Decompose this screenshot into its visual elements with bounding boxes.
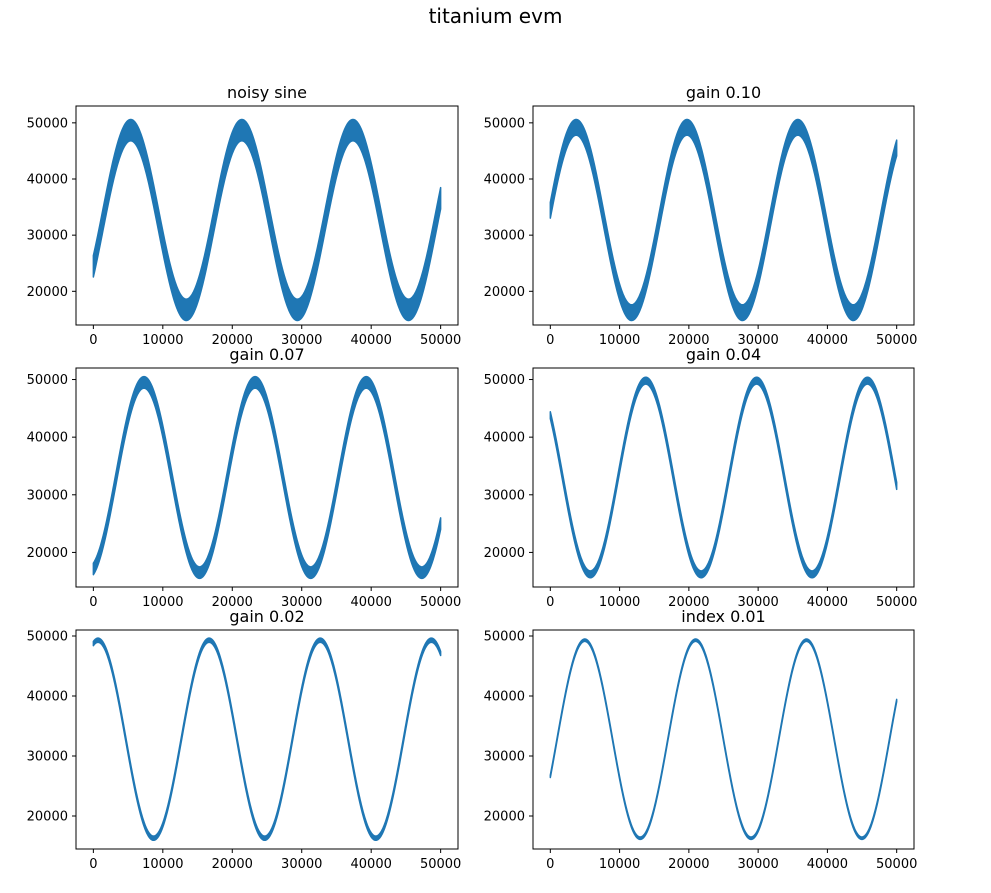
y-tick-label: 50000 — [27, 373, 68, 388]
subplot-5: gain 0.02 0 10000 20000 30000 40000 50000 20000… — [27, 607, 462, 872]
y-tick-label: 20000 — [484, 810, 525, 825]
x-tick-label: 40000 — [351, 333, 392, 348]
x-tick-label: 50000 — [876, 857, 917, 872]
x-tick-label: 10000 — [599, 595, 640, 610]
plot-frame — [75, 105, 459, 326]
x-tick-label: 10000 — [142, 595, 183, 610]
subplot-title: gain 0.07 — [229, 345, 304, 364]
y-tick-label: 30000 — [484, 488, 525, 503]
series-line — [92, 375, 442, 580]
subplot-title: gain 0.10 — [686, 83, 761, 102]
y-tick-label: 40000 — [27, 690, 68, 705]
series-line — [92, 637, 442, 842]
x-tick-label: 10000 — [142, 333, 183, 348]
x-tick-label: 30000 — [737, 857, 778, 872]
subplot-1: noisy sine 0 10000 20000 30000 40000 50000 2000… — [27, 83, 462, 348]
x-tick-label: 30000 — [737, 333, 778, 348]
x-tick-label: 30000 — [737, 595, 778, 610]
subplot-6: index 0.01 0 10000 20000 30000 40000 50000 2000… — [484, 607, 918, 872]
series-line — [549, 638, 898, 841]
plot-frame — [75, 629, 459, 850]
y-tick-label: 40000 — [484, 690, 525, 705]
subplot-3: gain 0.07 0 10000 20000 30000 40000 50000 20000… — [27, 345, 462, 610]
x-tick-label: 50000 — [876, 333, 917, 348]
plot-frame — [532, 367, 915, 588]
x-tick-label: 50000 — [420, 333, 461, 348]
x-tick-label: 40000 — [807, 857, 848, 872]
y-tick-label: 20000 — [484, 285, 525, 300]
x-tick-label: 0 — [89, 857, 97, 872]
y-tick-label: 40000 — [27, 173, 68, 188]
y-tick-label: 20000 — [27, 285, 68, 300]
subplot-2: gain 0.10 0 10000 20000 30000 40000 50000 20000… — [484, 83, 918, 348]
x-tick-label: 0 — [546, 857, 554, 872]
y-tick-label: 20000 — [27, 810, 68, 825]
y-tick-label: 30000 — [27, 750, 68, 765]
y-tick-label: 20000 — [484, 546, 525, 561]
x-tick-label: 20000 — [668, 333, 709, 348]
y-tick-label: 30000 — [484, 750, 525, 765]
y-tick-label: 30000 — [484, 229, 525, 244]
x-tick-label: 50000 — [876, 595, 917, 610]
x-tick-label: 20000 — [212, 333, 253, 348]
y-tick-label: 30000 — [27, 488, 68, 503]
x-tick-label: 10000 — [142, 857, 183, 872]
x-tick-label: 10000 — [599, 333, 640, 348]
x-tick-label: 10000 — [599, 857, 640, 872]
x-tick-label: 50000 — [420, 595, 461, 610]
subplot-title: gain 0.04 — [686, 345, 761, 364]
subplot-title: gain 0.02 — [229, 607, 304, 626]
x-tick-label: 0 — [89, 595, 97, 610]
y-tick-label: 50000 — [484, 630, 525, 645]
subplot-title: index 0.01 — [681, 607, 765, 626]
x-tick-label: 40000 — [807, 333, 848, 348]
plot-frame — [532, 629, 915, 850]
x-tick-label: 0 — [89, 333, 97, 348]
x-tick-label: 40000 — [807, 595, 848, 610]
x-tick-label: 20000 — [668, 595, 709, 610]
x-tick-label: 40000 — [351, 595, 392, 610]
plot-frame — [75, 367, 459, 588]
y-tick-label: 50000 — [484, 373, 525, 388]
figure-title: titanium evm — [428, 4, 563, 28]
y-tick-label: 50000 — [27, 116, 68, 131]
plot-frame — [532, 105, 915, 326]
x-tick-label: 50000 — [420, 857, 461, 872]
y-tick-label: 50000 — [484, 116, 525, 131]
series-line — [549, 118, 898, 322]
series-line — [549, 376, 898, 579]
subplot-title: noisy sine — [227, 83, 307, 102]
x-tick-label: 30000 — [281, 595, 322, 610]
y-tick-label: 40000 — [484, 173, 525, 188]
x-tick-label: 0 — [546, 333, 554, 348]
y-tick-label: 40000 — [484, 431, 525, 446]
subplot-4: gain 0.04 0 10000 20000 30000 40000 50000 20000… — [484, 345, 918, 610]
x-tick-label: 30000 — [281, 857, 322, 872]
x-tick-label: 20000 — [212, 595, 253, 610]
y-tick-label: 40000 — [27, 431, 68, 446]
x-tick-label: 0 — [546, 595, 554, 610]
y-tick-label: 50000 — [27, 630, 68, 645]
y-tick-label: 20000 — [27, 546, 68, 561]
x-tick-label: 20000 — [668, 857, 709, 872]
y-tick-label: 30000 — [27, 229, 68, 244]
x-tick-label: 40000 — [351, 857, 392, 872]
x-tick-label: 30000 — [281, 333, 322, 348]
x-tick-label: 20000 — [212, 857, 253, 872]
series-line — [92, 118, 442, 322]
